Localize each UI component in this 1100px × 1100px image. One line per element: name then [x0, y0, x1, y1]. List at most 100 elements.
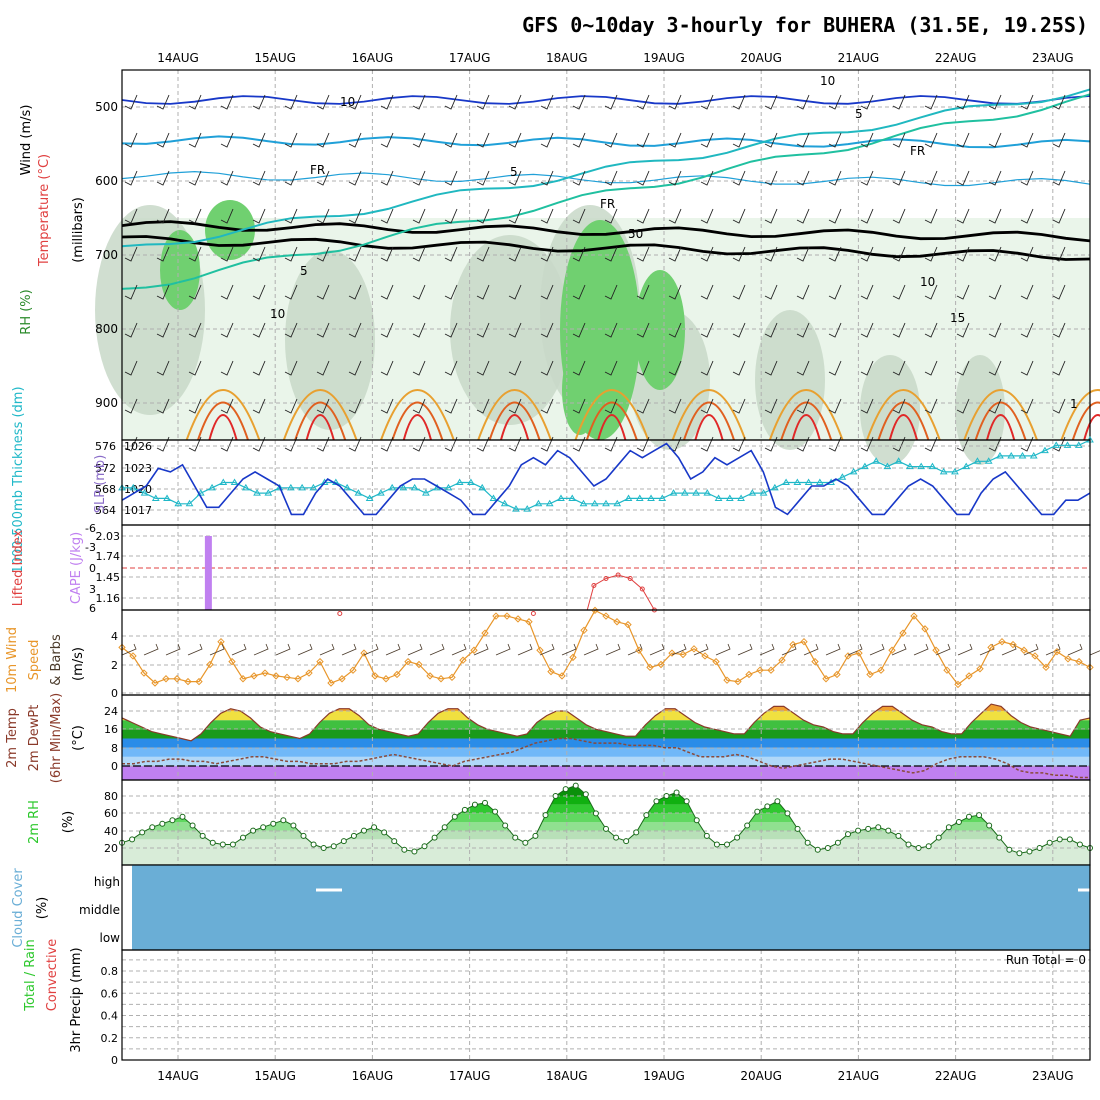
wind-barb	[348, 170, 362, 186]
wind-barb	[860, 360, 874, 376]
thickness-point	[557, 494, 565, 501]
wind-barb	[988, 170, 1002, 186]
wind-speed-point	[459, 656, 467, 664]
wind-speed-point	[382, 675, 390, 683]
wind-barb	[380, 132, 394, 148]
wind-barb	[220, 170, 234, 186]
rh-point	[834, 839, 841, 846]
lifted-index-axis-label: Lifted Index	[11, 529, 26, 606]
wind-barb	[892, 360, 906, 376]
wind-barb	[869, 643, 885, 656]
thickness-point	[883, 462, 892, 470]
rh-band	[122, 804, 1090, 814]
wind-speed-point	[965, 672, 973, 680]
wind-barb	[540, 94, 554, 110]
wind-barb	[188, 398, 202, 414]
wind-barb	[764, 284, 778, 300]
rh-point	[270, 820, 277, 827]
wind-barb	[604, 246, 618, 262]
warm-contour	[597, 414, 627, 441]
rh-point	[219, 841, 226, 848]
wind-barb	[316, 398, 330, 414]
wind-barb	[380, 322, 394, 338]
wind-barb	[956, 170, 970, 186]
thickness-point	[613, 499, 622, 507]
wind-speed-point	[547, 667, 555, 676]
lifted-index-tick-label: 6	[89, 602, 96, 615]
wind-speed-point	[756, 666, 764, 674]
wind-barb	[924, 436, 938, 452]
wind-speed-point	[998, 637, 1006, 646]
warm-contour	[499, 414, 530, 441]
wind-barb	[924, 284, 938, 300]
minmax-axis-label: (6hr Min/Max)	[49, 693, 64, 783]
wind-barb	[957, 643, 973, 656]
thickness-point	[230, 478, 239, 485]
thickness-point	[962, 462, 971, 470]
rh-point	[562, 786, 569, 793]
wind-barb	[316, 208, 330, 224]
wind-barb	[1052, 170, 1066, 186]
wind-barb	[583, 643, 599, 656]
wind-barb	[732, 360, 746, 376]
precip-axis-label: 3hr Precip (mm)	[69, 947, 84, 1052]
rh-point	[1046, 839, 1053, 846]
wind-barb	[476, 398, 490, 414]
wind-barb	[380, 436, 394, 452]
wind-speed-point	[448, 673, 456, 682]
wind-barb	[700, 208, 714, 224]
wind-barb	[732, 132, 746, 148]
warm-contour	[585, 401, 638, 441]
wind-barb	[220, 132, 234, 148]
wind-barb	[124, 132, 138, 148]
wind-barb	[220, 436, 234, 452]
wind-barb	[892, 94, 906, 110]
wind-barb	[988, 94, 1002, 110]
warm-contour	[671, 389, 747, 441]
thickness-axis-label: 1000-500mb Thickness (dm)	[11, 386, 26, 573]
wind-barb	[764, 132, 778, 148]
lifted-index-point	[337, 611, 343, 616]
rh-point	[169, 817, 176, 824]
wind-barb	[348, 322, 362, 338]
wind-barb	[732, 94, 746, 110]
wind-barb	[444, 170, 458, 186]
date-label-top: 19AUG	[643, 51, 685, 65]
date-label-top: 20AUG	[740, 51, 782, 65]
lifted-index-point	[615, 572, 621, 578]
wind-speed-point	[1064, 655, 1072, 663]
wind-barb	[508, 132, 522, 148]
wind-barb	[1052, 208, 1066, 224]
rh-point	[915, 845, 922, 851]
lifted-index-tick-label: -6	[85, 522, 96, 535]
thickness-point	[658, 494, 667, 501]
wind-barb	[284, 436, 298, 452]
wind-barb	[252, 170, 266, 186]
wind-barb	[540, 246, 554, 262]
wind-barb	[700, 132, 714, 148]
wind-barb	[796, 246, 810, 262]
wind-barb	[796, 322, 810, 338]
wind-barb	[444, 322, 458, 338]
contour-label: 15	[950, 311, 965, 325]
thickness-point	[759, 489, 768, 496]
rh-point	[471, 801, 478, 808]
rh-point	[976, 812, 983, 819]
wind-barb	[1052, 94, 1066, 110]
temp-tick-label: 8	[111, 742, 118, 755]
rh-point	[361, 827, 367, 834]
wind-barb	[188, 132, 202, 148]
rh-shade-green	[160, 230, 200, 310]
wind-barb	[156, 170, 170, 186]
wind-barb	[956, 284, 970, 300]
wind-barb	[451, 643, 467, 656]
rh-unit-label: (%)	[61, 811, 76, 834]
wind-barb	[715, 643, 731, 656]
wind-speed-point	[327, 679, 335, 687]
wind-barb	[124, 436, 138, 452]
thickness-point	[725, 494, 734, 501]
wind-barb	[380, 208, 394, 224]
warm-contour	[574, 389, 650, 441]
wind-speed-point	[195, 677, 203, 686]
wind-speed-point	[228, 657, 236, 666]
